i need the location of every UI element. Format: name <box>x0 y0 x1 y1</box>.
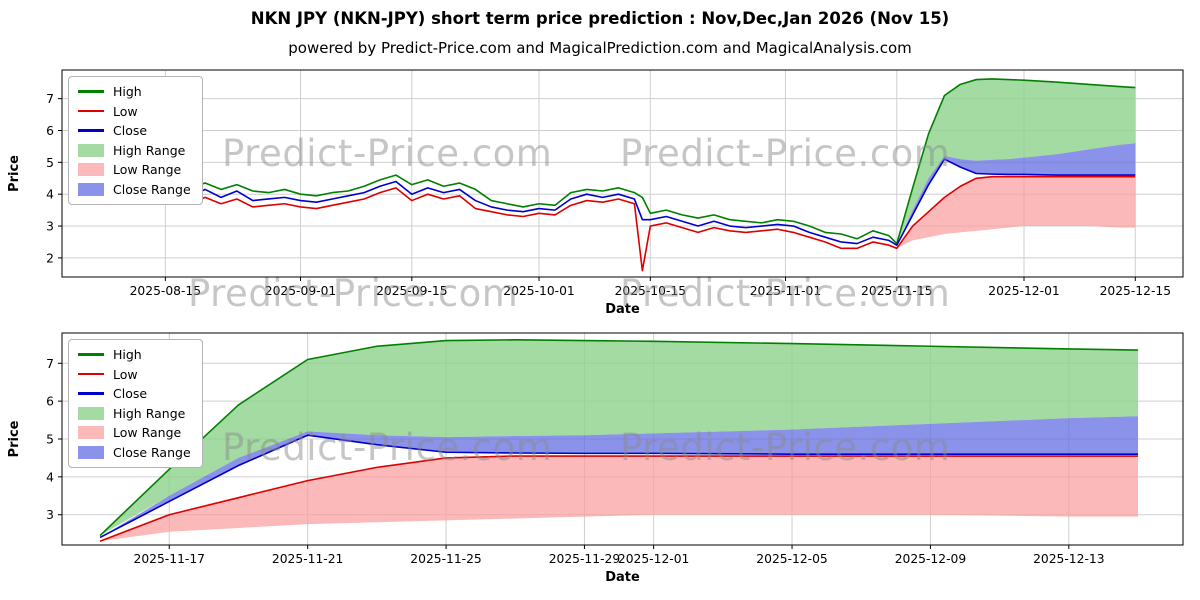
legend-label-close-range: Close Range <box>113 181 191 197</box>
y-tick-label: 2 <box>46 251 54 265</box>
y-axis-label: Price <box>7 420 22 457</box>
legend-label-close-range: Close Range <box>113 444 191 460</box>
x-tick-label: 2025-11-15 <box>861 284 932 298</box>
x-tick-label: 2025-12-05 <box>756 552 827 566</box>
legend-label-low-range: Low Range <box>113 162 182 177</box>
chart-subtitle: powered by Predict-Price.com and Magical… <box>288 39 912 57</box>
y-tick-label: 5 <box>46 433 54 447</box>
legend-bottom-chart: High Low Close High Range Low Range Close Ran… <box>68 339 203 468</box>
legend-swatch-close <box>78 129 104 132</box>
x-tick-label: 2025-11-17 <box>134 552 205 566</box>
legend-swatch-close-range <box>78 182 104 196</box>
legend-swatch-high <box>78 90 104 93</box>
legend-swatch-high <box>78 353 104 356</box>
legend-label-high-range: High Range <box>113 405 186 421</box>
y-tick-label: 7 <box>46 357 54 371</box>
x-tick-label: 2025-11-21 <box>272 552 343 566</box>
y-tick-label: 6 <box>46 124 54 138</box>
legend-item-high: High <box>78 347 191 362</box>
legend-label-low: Low <box>113 103 138 119</box>
x-tick-label: 2025-11-29 <box>549 552 620 566</box>
legend-swatch-close <box>78 392 104 395</box>
legend-item-low: Low <box>78 104 191 119</box>
y-tick-label: 4 <box>46 188 54 202</box>
legend-label-low-range: Low Range <box>113 425 182 440</box>
legend-item-low: Low <box>78 367 191 382</box>
low-line <box>99 455 1139 542</box>
x-tick-label: 2025-09-15 <box>376 284 447 298</box>
legend-item-close-range: Close Range <box>78 182 191 197</box>
low-range-band <box>100 456 1139 542</box>
legend-item-close-range: Close Range <box>78 445 191 460</box>
x-tick-label: 2025-08-15 <box>130 284 201 298</box>
high-range-band <box>100 339 1139 536</box>
close-range-band <box>100 416 1139 538</box>
y-tick-label: 3 <box>46 508 54 522</box>
legend-item-low-range: Low Range <box>78 425 191 440</box>
x-tick-label: 2025-10-01 <box>503 284 574 298</box>
legend-swatch-low-range <box>78 163 104 176</box>
close-line <box>109 158 1136 246</box>
legend-label-high: High <box>113 347 142 362</box>
x-tick-label: 2025-12-01 <box>988 284 1059 298</box>
legend-swatch-high-range <box>78 143 104 157</box>
x-tick-label: 2025-12-15 <box>1100 284 1171 298</box>
legend-swatch-close-range <box>78 445 104 459</box>
legend-item-close: Close <box>78 386 191 401</box>
x-tick-label: 2025-11-25 <box>410 552 481 566</box>
low-line <box>109 175 1136 272</box>
y-axis-label: Price <box>7 155 22 192</box>
legend-label-high-range: High Range <box>113 142 186 158</box>
y-tick-label: 5 <box>46 156 54 170</box>
x-axis-label: Date <box>605 302 640 317</box>
legend-item-low-range: Low Range <box>78 162 191 177</box>
high-line <box>109 78 1136 245</box>
x-tick-label: 2025-12-01 <box>618 552 689 566</box>
y-tick-label: 6 <box>46 395 54 409</box>
legend-item-high-range: High Range <box>78 406 191 421</box>
legend-top-chart: High Low Close High Range Low Range Close Ran… <box>68 76 203 205</box>
legend-item-close: Close <box>78 123 191 138</box>
legend-swatch-low <box>78 372 104 376</box>
plot-border <box>61 69 1184 278</box>
x-tick-label: 2025-12-13 <box>1033 552 1104 566</box>
legend-label-close: Close <box>113 123 148 138</box>
y-tick-label: 4 <box>46 470 54 484</box>
legend-swatch-low <box>78 109 104 113</box>
x-tick-label: 2025-10-15 <box>615 284 686 298</box>
legend-swatch-high-range <box>78 406 104 420</box>
close-line <box>99 434 1139 539</box>
legend-label-high: High <box>113 84 142 99</box>
legend-item-high-range: High Range <box>78 143 191 158</box>
x-tick-label: 2025-09-01 <box>265 284 336 298</box>
x-tick-label: 2025-11-01 <box>750 284 821 298</box>
legend-label-close: Close <box>113 386 148 401</box>
x-tick-label: 2025-12-09 <box>895 552 966 566</box>
chart-title: NKN JPY (NKN-JPY) short term price predi… <box>250 9 950 28</box>
y-tick-label: 7 <box>46 92 54 106</box>
y-tick-label: 3 <box>46 220 54 234</box>
high-line <box>99 339 1139 537</box>
high-range-band <box>896 78 1136 244</box>
close-range-band <box>896 143 1136 246</box>
legend-item-high: High <box>78 84 191 99</box>
legend-swatch-low-range <box>78 426 104 439</box>
x-axis-label: Date <box>605 570 640 585</box>
legend-label-low: Low <box>113 366 138 382</box>
low-range-band <box>896 176 1136 249</box>
